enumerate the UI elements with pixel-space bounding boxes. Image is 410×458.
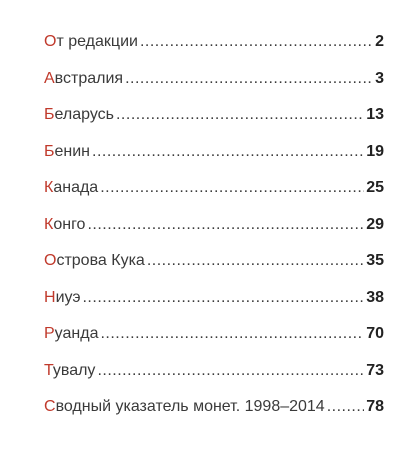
page-number: 3: [375, 69, 384, 87]
page-number: 29: [366, 215, 384, 233]
page-number: 38: [366, 288, 384, 306]
page-number: 2: [375, 33, 384, 50]
page-number: 13: [366, 106, 384, 123]
entry-title-rest: уанда: [54, 325, 99, 342]
toc-entry[interactable]: Австралия 3: [44, 70, 384, 107]
entry-initial: О: [44, 252, 57, 269]
dot-leader: [100, 179, 364, 197]
page-number: 78: [366, 398, 384, 415]
table-of-contents: От редакции 2 Австралия 3 Беларусь 13 Бе…: [44, 33, 384, 435]
entry-title-rest: строва Кука: [56, 252, 145, 269]
entry-initial: К: [44, 179, 54, 196]
toc-entry[interactable]: Острова Кука 35: [44, 252, 384, 289]
entry-title: Австралия: [44, 70, 123, 88]
entry-title: Канада: [44, 179, 98, 197]
entry-initial: Н: [44, 288, 56, 306]
entry-title: Конго: [44, 216, 85, 234]
entry-initial: О: [44, 33, 57, 50]
dot-leader: [87, 216, 364, 234]
dot-leader: [147, 252, 364, 270]
page-number: 25: [366, 179, 384, 196]
toc-entry[interactable]: Конго 29: [44, 216, 384, 253]
dot-leader: [97, 362, 364, 380]
entry-initial: К: [44, 215, 54, 233]
entry-initial: Р: [44, 325, 55, 342]
entry-title: Беларусь: [44, 106, 114, 124]
toc-entry[interactable]: Сводный указатель монет. 1998–2014 78: [44, 398, 384, 435]
entry-title-rest: енин: [54, 142, 91, 160]
entry-title-rest: еларусь: [54, 106, 114, 123]
toc-entry[interactable]: Ниуэ 38: [44, 289, 384, 326]
entry-title-rest: т редакции: [56, 33, 138, 50]
dot-leader: [92, 143, 364, 161]
entry-title: Руанда: [44, 325, 98, 343]
toc-entry[interactable]: Бенин 19: [44, 143, 384, 180]
entry-initial: С: [44, 398, 56, 415]
page-number: 70: [366, 325, 384, 342]
entry-initial: Т: [44, 361, 53, 379]
toc-entry[interactable]: Тувалу 73: [44, 362, 384, 399]
page-number: 73: [366, 361, 384, 379]
dot-leader: [82, 289, 364, 307]
entry-initial: Б: [44, 106, 55, 123]
entry-title: От редакции: [44, 33, 138, 51]
entry-title: Острова Кука: [44, 252, 145, 270]
toc-entry[interactable]: Канада 25: [44, 179, 384, 216]
dot-leader: [125, 70, 373, 88]
page-number: 35: [366, 252, 384, 269]
dot-leader: [100, 325, 364, 343]
dot-leader: [140, 33, 373, 51]
entry-title-rest: водный указатель монет. 1998–2014: [55, 398, 325, 415]
page-number: 19: [366, 142, 384, 160]
entry-title: Тувалу: [44, 362, 95, 380]
dot-leader: [116, 106, 364, 124]
toc-entry[interactable]: От редакции 2: [44, 33, 384, 70]
entry-title-rest: иуэ: [55, 288, 81, 306]
entry-title: Ниуэ: [44, 289, 80, 307]
toc-entry[interactable]: Руанда 70: [44, 325, 384, 362]
entry-title-rest: анада: [53, 179, 99, 196]
dot-leader: [327, 398, 365, 416]
entry-title-rest: встралия: [54, 69, 124, 87]
toc-entry[interactable]: Беларусь 13: [44, 106, 384, 143]
entry-title-rest: увалу: [52, 361, 96, 379]
entry-initial: А: [44, 69, 55, 87]
entry-title: Сводный указатель монет. 1998–2014: [44, 398, 325, 416]
entry-initial: Б: [44, 142, 55, 160]
entry-title-rest: онго: [53, 215, 86, 233]
entry-title: Бенин: [44, 143, 90, 161]
